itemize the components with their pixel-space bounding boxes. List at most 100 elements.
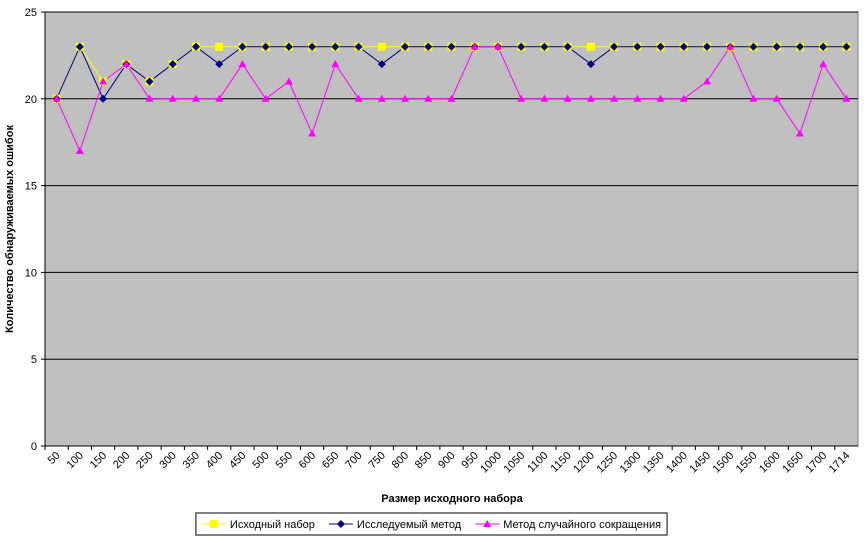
marker — [772, 42, 781, 51]
marker — [540, 94, 549, 102]
marker — [401, 42, 410, 51]
marker — [52, 94, 61, 102]
marker — [470, 42, 479, 50]
marker — [772, 94, 781, 102]
marker — [75, 146, 84, 154]
marker — [238, 60, 247, 68]
legend-item: Исследуемый метод — [328, 519, 462, 531]
marker — [145, 94, 154, 102]
x-tick-label: 950 — [459, 450, 480, 471]
x-tick-label: 50 — [46, 450, 63, 467]
legend-item: Метод случайного сокращения — [475, 519, 661, 531]
x-tick-label: 300 — [157, 450, 178, 471]
x-tick-label: 100 — [64, 450, 85, 471]
x-tick-label: 1250 — [594, 450, 620, 476]
x-tick-label: 800 — [390, 450, 411, 471]
marker — [331, 42, 340, 51]
x-tick-label: 1700 — [803, 450, 829, 476]
x-tick-label: 850 — [413, 450, 434, 471]
marker — [842, 94, 851, 102]
y-tick-label: 0 — [31, 441, 37, 453]
marker — [749, 42, 758, 51]
marker — [517, 94, 526, 102]
marker — [563, 94, 572, 102]
x-tick-label: 1300 — [618, 450, 644, 476]
x-tick-label: 400 — [204, 450, 225, 471]
x-tick-label: 700 — [343, 450, 364, 471]
legend-label: Исследуемый метод — [357, 519, 462, 531]
marker — [99, 77, 108, 85]
marker — [145, 77, 154, 86]
marker — [749, 94, 758, 102]
x-tick-label: 350 — [181, 450, 202, 471]
marker — [795, 42, 804, 51]
y-tick-label: 15 — [25, 181, 37, 193]
marker — [424, 94, 433, 102]
marker — [284, 42, 293, 51]
marker — [377, 60, 386, 69]
legend: Исходный набор Исследуемый метод Метод слу… — [195, 512, 668, 536]
x-tick-label: 650 — [320, 450, 341, 471]
marker — [75, 42, 84, 51]
marker — [377, 94, 386, 102]
marker — [679, 94, 688, 102]
marker — [284, 77, 293, 85]
marker — [215, 94, 224, 102]
marker — [308, 42, 317, 51]
marker — [447, 42, 456, 51]
x-tick-label: 1500 — [711, 450, 737, 476]
marker — [703, 77, 712, 85]
marker — [261, 42, 270, 51]
marker — [308, 129, 317, 137]
marker — [517, 42, 526, 51]
x-tick-label: 1100 — [525, 450, 550, 475]
x-tick-label: 1450 — [687, 450, 713, 476]
marker — [493, 42, 502, 50]
x-axis-label: Размер исходного набора — [381, 493, 523, 505]
y-tick-label: 20 — [25, 94, 37, 106]
marker — [209, 520, 218, 528]
marker — [540, 42, 549, 51]
marker — [563, 42, 572, 51]
marker — [586, 42, 595, 51]
marker — [354, 42, 363, 51]
marker — [842, 42, 851, 51]
legend-item: Исходный набор — [201, 519, 315, 531]
x-tick-label: 1150 — [549, 450, 574, 475]
x-tick-label: 550 — [274, 450, 295, 471]
x-tick-label: 250 — [134, 450, 155, 471]
marker — [354, 94, 363, 102]
marker — [586, 94, 595, 102]
x-tick-label: 1400 — [664, 450, 690, 476]
marker — [703, 42, 712, 51]
x-tick-label: 1200 — [571, 450, 597, 476]
marker — [168, 94, 177, 102]
y-tick-label: 10 — [25, 267, 37, 279]
x-tick-label: 1650 — [780, 450, 806, 476]
marker — [819, 60, 828, 68]
marker — [633, 42, 642, 51]
marker — [610, 42, 619, 51]
marker — [331, 60, 340, 68]
marker — [168, 60, 177, 69]
marker — [633, 94, 642, 102]
marker — [586, 60, 595, 69]
legend-box — [195, 512, 668, 536]
marker — [215, 60, 224, 69]
marker — [679, 42, 688, 51]
x-tick-label: 200 — [111, 450, 132, 471]
marker — [377, 42, 386, 51]
marker — [191, 42, 200, 51]
legend-label: Исходный набор — [230, 519, 315, 531]
marker — [122, 60, 131, 68]
marker — [238, 42, 247, 51]
marker — [610, 94, 619, 102]
x-tick-label: 900 — [436, 450, 457, 471]
marker — [483, 520, 492, 527]
marker — [424, 42, 433, 51]
marker — [447, 94, 456, 102]
y-axis-label: Количество обнаруживаемых ошибок — [4, 125, 16, 333]
marker — [819, 42, 828, 51]
x-tick-label: 1550 — [734, 450, 760, 476]
